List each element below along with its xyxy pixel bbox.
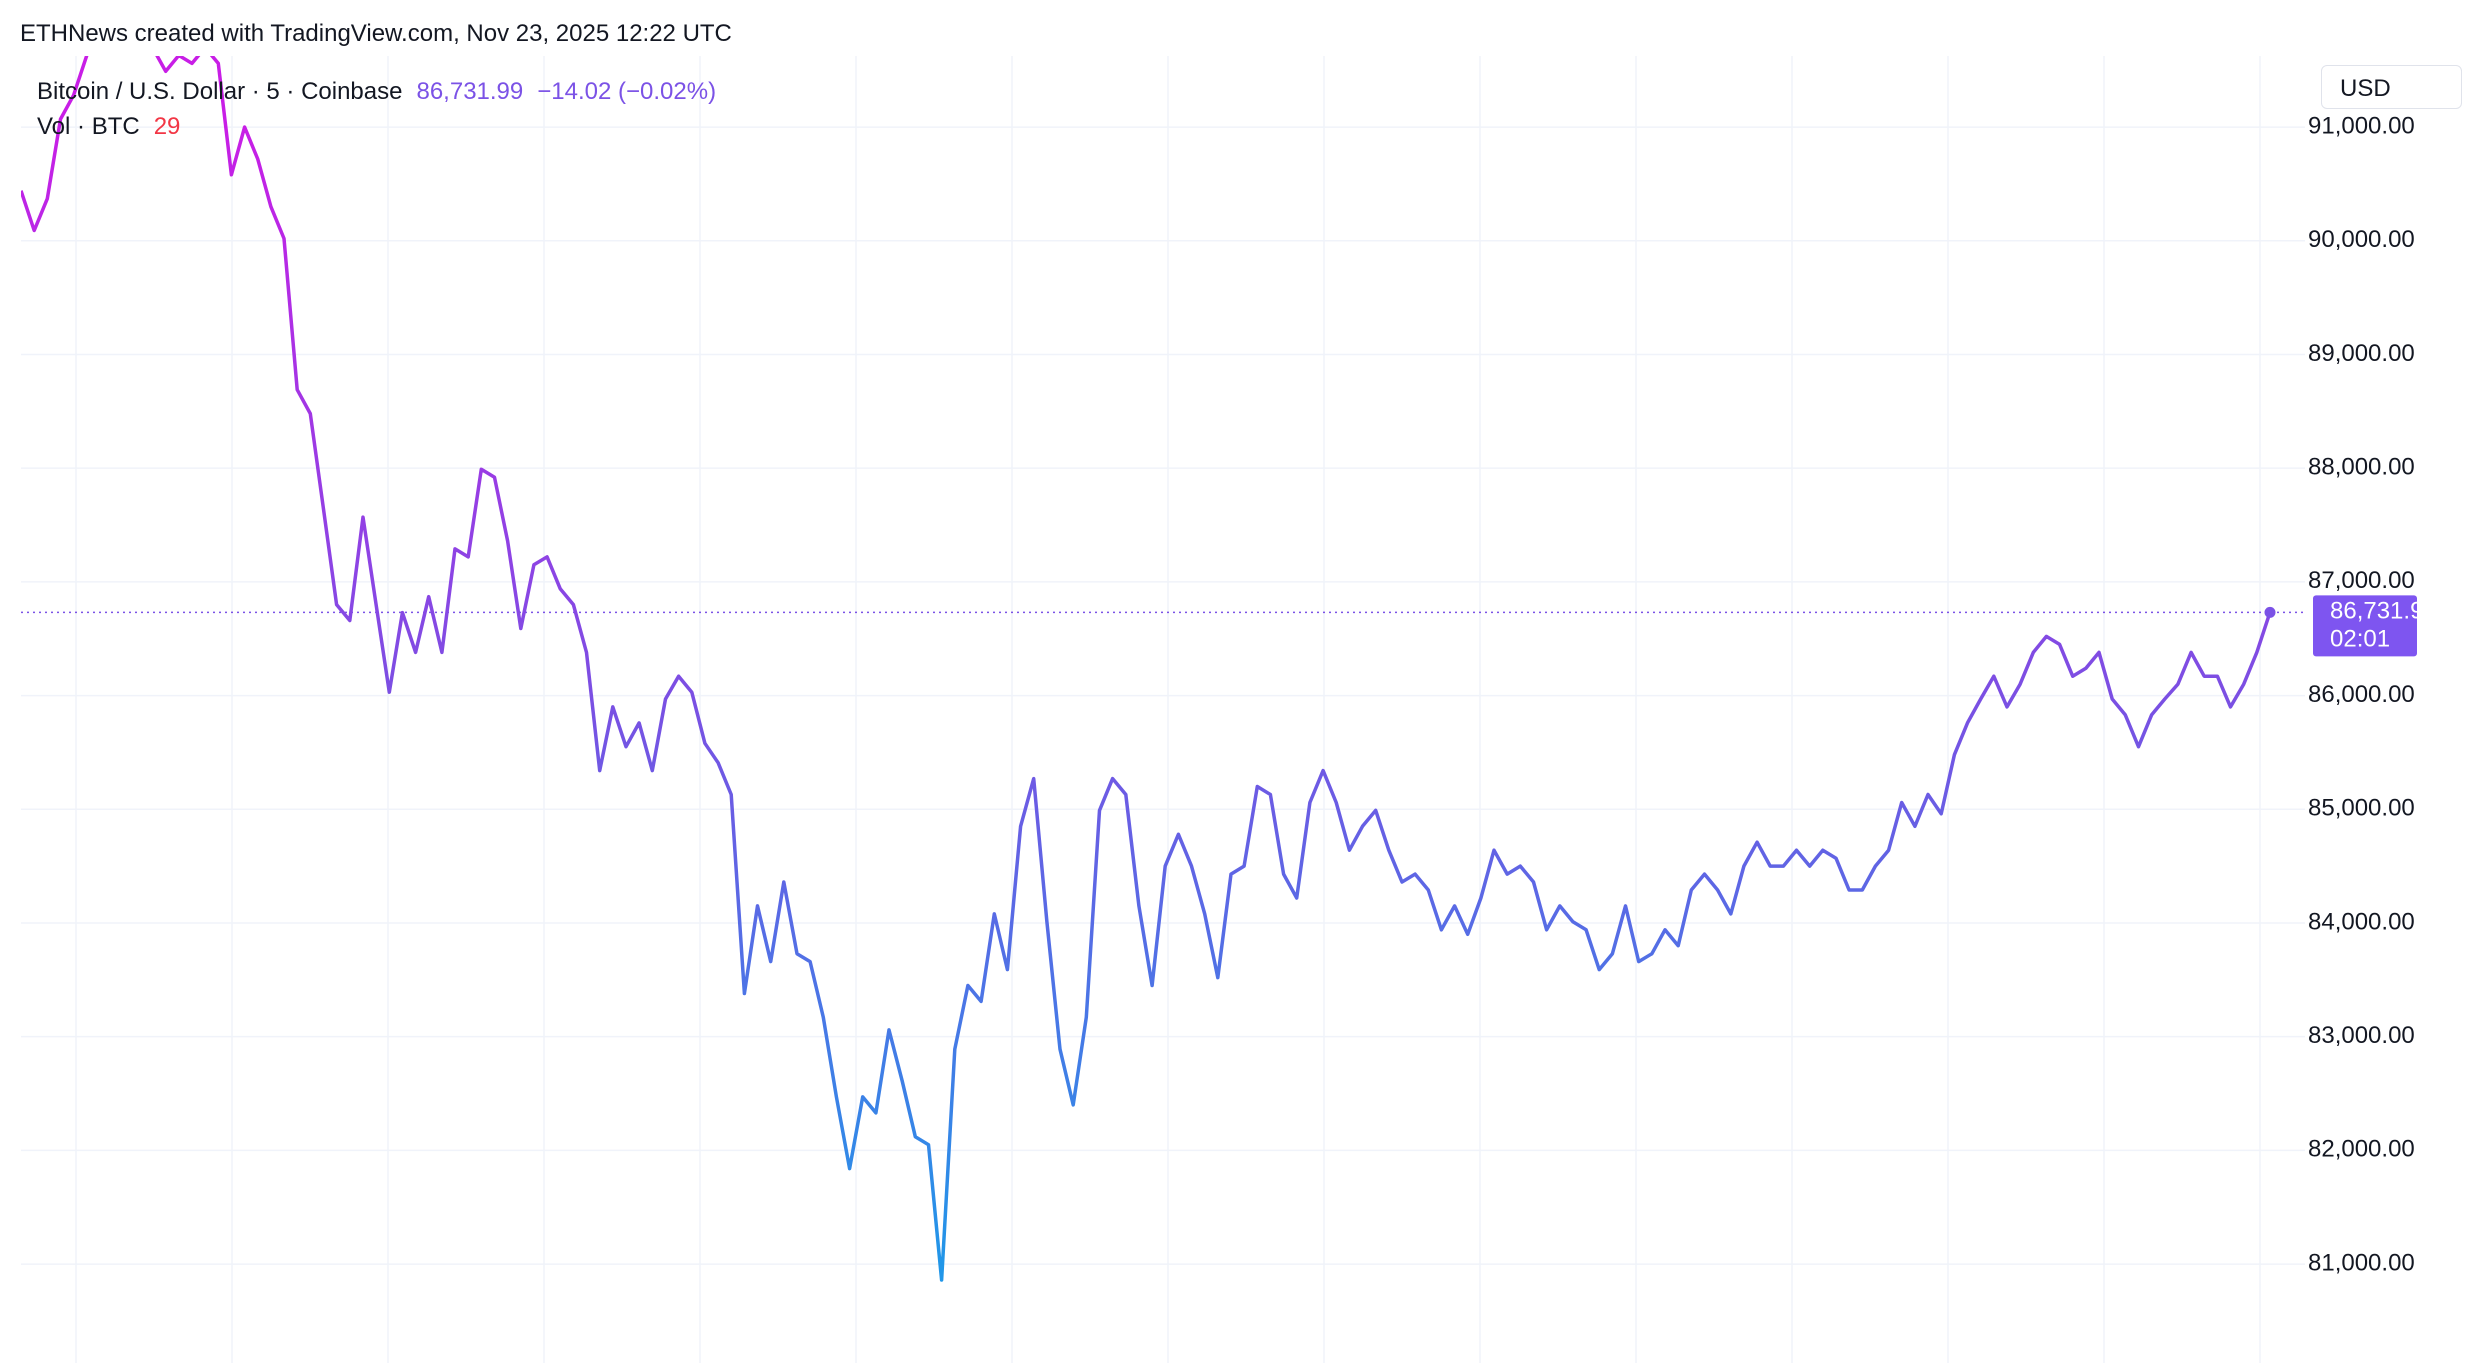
- volume-name: Vol · BTC: [37, 113, 140, 140]
- y-tick-label: 91,000.00: [2308, 112, 2415, 139]
- y-tick-label: 85,000.00: [2308, 795, 2415, 822]
- currency-button[interactable]: USD: [2321, 65, 2462, 109]
- last-price: 86,731.99: [416, 78, 524, 105]
- volume: 29: [153, 113, 181, 140]
- y-tick-label: 90,000.00: [2308, 226, 2415, 253]
- plot-area: [21, 56, 2305, 1282]
- legend: Bitcoin / U.S. Dollar · 5 · Coinbase 86,7…: [37, 74, 730, 144]
- last-point: [2264, 606, 2276, 618]
- price-badge-label: 86,731.99: [2330, 598, 2437, 625]
- time-grid: [75, 56, 2261, 1363]
- y-tick-label: 87,000.00: [2308, 567, 2415, 594]
- countdown-label: 02:01: [2330, 626, 2390, 653]
- y-tick-label: 84,000.00: [2308, 908, 2415, 935]
- symbol: Bitcoin / U.S. Dollar · 5 · Coinbase: [37, 78, 403, 105]
- y-tick-label: 86,000.00: [2308, 681, 2415, 708]
- y-tick-label: 89,000.00: [2308, 340, 2415, 367]
- y-tick-label: 88,000.00: [2308, 454, 2415, 481]
- y-tick-label: 81,000.00: [2308, 1249, 2415, 1276]
- y-tick-label: 83,000.00: [2308, 1022, 2415, 1049]
- price-badge: [2313, 595, 2417, 657]
- y-tick-label: 82,000.00: [2308, 1136, 2415, 1163]
- header: ETHNews created with TradingView.com, No…: [20, 20, 732, 47]
- change: −14.02 (−0.02%): [537, 78, 717, 105]
- price-line: [21, 56, 2272, 1282]
